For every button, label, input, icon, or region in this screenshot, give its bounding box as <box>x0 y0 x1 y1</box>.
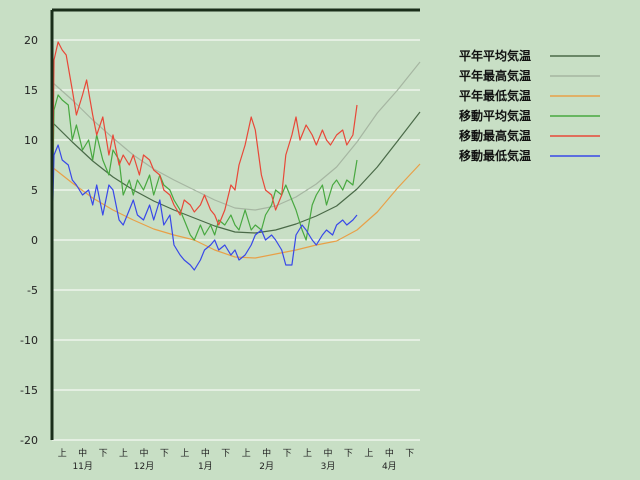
x-decade-label: 中 <box>385 447 394 459</box>
y-tick-label: 10 <box>24 134 38 147</box>
legend-label: 移動最高気温 <box>459 128 531 143</box>
x-decade-label: 上 <box>180 448 189 459</box>
x-month-label: 11月 <box>72 461 92 472</box>
series-line-5 <box>51 144 358 271</box>
x-decade-label: 下 <box>344 449 353 459</box>
x-decade-label: 上 <box>58 448 67 459</box>
y-tick-label: -20 <box>20 434 38 447</box>
series-lines <box>51 41 421 271</box>
x-decade-label: 下 <box>283 449 292 459</box>
series-line-2 <box>51 163 421 259</box>
y-tick-label: 5 <box>31 184 38 197</box>
x-month-label: 2月 <box>259 461 274 472</box>
x-decade-label: 中 <box>139 447 148 459</box>
x-decade-label: 下 <box>221 449 230 459</box>
x-decade-label: 上 <box>303 448 312 459</box>
y-tick-label: -15 <box>20 384 38 397</box>
x-month-label: 4月 <box>382 461 397 472</box>
y-axis-tick-labels: 20 15 10 5 0 -5 -10 -15 -20 <box>20 34 38 447</box>
y-tick-label: 0 <box>31 234 38 247</box>
x-month-label: 1月 <box>198 461 213 472</box>
x-month-label: 3月 <box>321 461 336 472</box>
plot-area <box>52 10 420 440</box>
x-decade-label: 中 <box>78 447 87 459</box>
legend-label: 移動最低気温 <box>459 148 531 163</box>
x-decade-label: 中 <box>201 447 210 459</box>
legend-label: 移動平均気温 <box>459 108 531 123</box>
series-line-4 <box>51 41 358 241</box>
x-decade-label: 中 <box>262 447 271 459</box>
x-decade-label: 下 <box>160 449 169 459</box>
x-decade-label: 中 <box>323 447 332 459</box>
x-decade-label: 下 <box>99 449 108 459</box>
x-decade-label: 上 <box>364 448 373 459</box>
x-month-label: 12月 <box>134 461 154 472</box>
x-decade-label: 上 <box>119 448 128 459</box>
series-line-3 <box>51 94 358 241</box>
x-decade-label: 下 <box>405 449 414 459</box>
y-tick-label: -5 <box>27 284 38 297</box>
series-line-0 <box>51 111 421 234</box>
x-axis-tick-labels: 上中下上中下上中下上中下上中下上中下11月 12月 1月 2月 3月 4月 <box>58 447 415 472</box>
legend-label: 平年最高気温 <box>459 68 531 83</box>
y-tick-label: -10 <box>20 334 38 347</box>
legend-label: 平年最低気温 <box>459 88 531 103</box>
y-tick-label: 20 <box>24 34 38 47</box>
legend-label: 平年平均気温 <box>459 48 531 63</box>
y-tick-label: 15 <box>24 84 38 97</box>
x-decade-label: 上 <box>242 448 251 459</box>
